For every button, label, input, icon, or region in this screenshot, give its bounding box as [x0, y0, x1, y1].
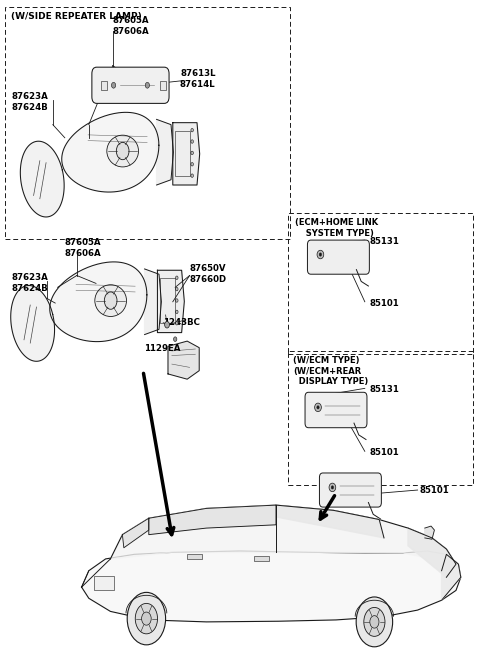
Polygon shape — [173, 123, 200, 185]
Ellipse shape — [191, 174, 193, 177]
Ellipse shape — [329, 483, 336, 492]
Bar — [160, 278, 175, 323]
Text: 87650V
87660D: 87650V 87660D — [190, 264, 227, 284]
Ellipse shape — [317, 405, 319, 409]
Text: 87623A
87624B: 87623A 87624B — [12, 274, 49, 293]
Bar — [288, 213, 473, 354]
Text: 85101: 85101 — [420, 486, 450, 495]
Polygon shape — [168, 341, 199, 379]
Polygon shape — [62, 112, 159, 192]
Ellipse shape — [319, 253, 322, 256]
FancyBboxPatch shape — [92, 67, 169, 104]
Text: 1129EA: 1129EA — [144, 344, 180, 354]
Circle shape — [127, 592, 166, 645]
Bar — [288, 351, 473, 485]
Polygon shape — [425, 526, 434, 539]
Ellipse shape — [95, 285, 127, 316]
Ellipse shape — [107, 135, 139, 167]
Ellipse shape — [176, 276, 178, 279]
Polygon shape — [122, 518, 149, 548]
Circle shape — [142, 612, 151, 625]
Ellipse shape — [176, 287, 178, 291]
Text: 87623A
87624B: 87623A 87624B — [12, 92, 49, 112]
Ellipse shape — [176, 321, 178, 325]
Polygon shape — [149, 505, 276, 535]
Circle shape — [364, 607, 385, 636]
Text: 87613L
87614L: 87613L 87614L — [180, 69, 216, 89]
Ellipse shape — [104, 292, 117, 309]
Ellipse shape — [315, 403, 322, 412]
FancyBboxPatch shape — [307, 240, 369, 274]
Ellipse shape — [111, 83, 116, 88]
Polygon shape — [442, 554, 461, 600]
Ellipse shape — [176, 310, 178, 314]
Polygon shape — [157, 270, 184, 333]
Text: 87605A
87606A: 87605A 87606A — [113, 16, 149, 36]
Bar — [160, 81, 167, 90]
Polygon shape — [82, 551, 461, 622]
Text: 85131: 85131 — [370, 385, 399, 394]
Ellipse shape — [317, 250, 324, 259]
Polygon shape — [20, 141, 64, 217]
Ellipse shape — [191, 163, 193, 166]
Text: 85101: 85101 — [370, 448, 399, 457]
Ellipse shape — [116, 142, 129, 159]
Bar — [94, 576, 114, 590]
Ellipse shape — [191, 140, 193, 143]
Circle shape — [370, 615, 379, 628]
Text: 85101: 85101 — [370, 298, 399, 308]
Ellipse shape — [173, 337, 177, 341]
Circle shape — [356, 597, 393, 647]
Polygon shape — [11, 285, 55, 361]
Ellipse shape — [191, 129, 193, 132]
Polygon shape — [156, 119, 173, 185]
Text: (W/SIDE REPEATER LAMP): (W/SIDE REPEATER LAMP) — [11, 12, 141, 21]
Text: 1243BC: 1243BC — [163, 318, 200, 327]
Ellipse shape — [165, 321, 169, 328]
Ellipse shape — [331, 485, 334, 489]
Ellipse shape — [191, 151, 193, 155]
Text: 87605A
87606A: 87605A 87606A — [65, 238, 101, 258]
Bar — [254, 556, 269, 561]
Bar — [175, 131, 190, 176]
FancyBboxPatch shape — [305, 392, 367, 428]
Bar — [5, 7, 290, 239]
Text: 85131: 85131 — [370, 237, 399, 246]
Polygon shape — [50, 262, 147, 342]
Ellipse shape — [176, 298, 178, 302]
Polygon shape — [110, 505, 458, 564]
Bar — [101, 81, 107, 90]
Bar — [187, 554, 202, 559]
Polygon shape — [408, 528, 456, 577]
Polygon shape — [144, 269, 161, 335]
Ellipse shape — [145, 83, 149, 88]
Circle shape — [135, 604, 157, 634]
Text: (ECM+HOME LINK
  SYSTEM TYPE): (ECM+HOME LINK SYSTEM TYPE) — [295, 218, 378, 238]
Text: (W/ECM TYPE)
(W/ECM+REAR
  DISPLAY TYPE): (W/ECM TYPE) (W/ECM+REAR DISPLAY TYPE) — [293, 356, 368, 386]
Polygon shape — [276, 505, 384, 538]
FancyBboxPatch shape — [320, 473, 381, 507]
